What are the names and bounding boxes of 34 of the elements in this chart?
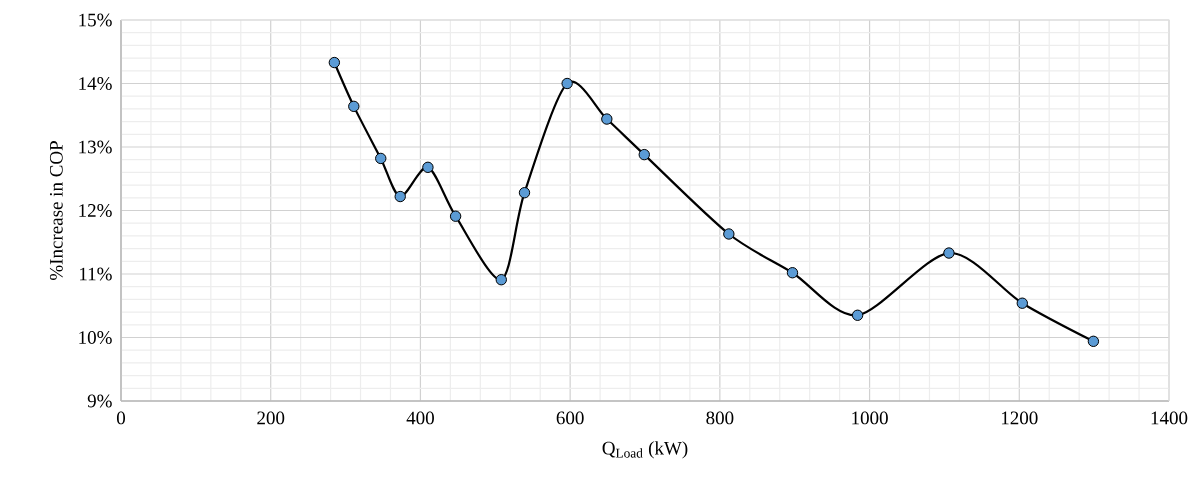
x-tick-label: 1000 [852, 411, 888, 425]
y-tick-label: 15% [79, 13, 112, 27]
point [786, 267, 799, 279]
y-tick-label: 13% [79, 140, 112, 154]
point [851, 309, 864, 321]
x-tick-label: 400 [406, 411, 434, 425]
x-tick-label: 800 [706, 411, 734, 425]
point [348, 100, 360, 113]
y-tick-label: 9% [87, 394, 112, 408]
y-tick-label: 12% [79, 204, 112, 217]
x-tick-label: 1400 [1151, 411, 1188, 425]
point [375, 152, 387, 165]
y-tick-label: 14% [79, 77, 112, 90]
point [723, 228, 735, 240]
y-axis-title: %Increase in COP [49, 141, 63, 281]
x-tick-label: 600 [556, 411, 584, 425]
point [638, 148, 650, 161]
point [943, 247, 955, 259]
y-tick-label: 10% [79, 331, 112, 344]
point [449, 210, 462, 222]
x-axis-title: Q$_{Load}$ (kW) [602, 441, 688, 459]
point [495, 274, 507, 286]
x-tick-label: 1200 [1001, 411, 1038, 425]
point [601, 113, 613, 125]
point [394, 190, 406, 203]
point [561, 77, 573, 90]
point [422, 161, 434, 174]
point [1016, 297, 1028, 309]
point [518, 187, 531, 199]
point [328, 56, 341, 69]
y-tick-label: 11% [80, 267, 112, 281]
x-tick-label: 0 [116, 411, 126, 425]
x-tick-label: 200 [257, 411, 285, 425]
point [1087, 335, 1100, 348]
